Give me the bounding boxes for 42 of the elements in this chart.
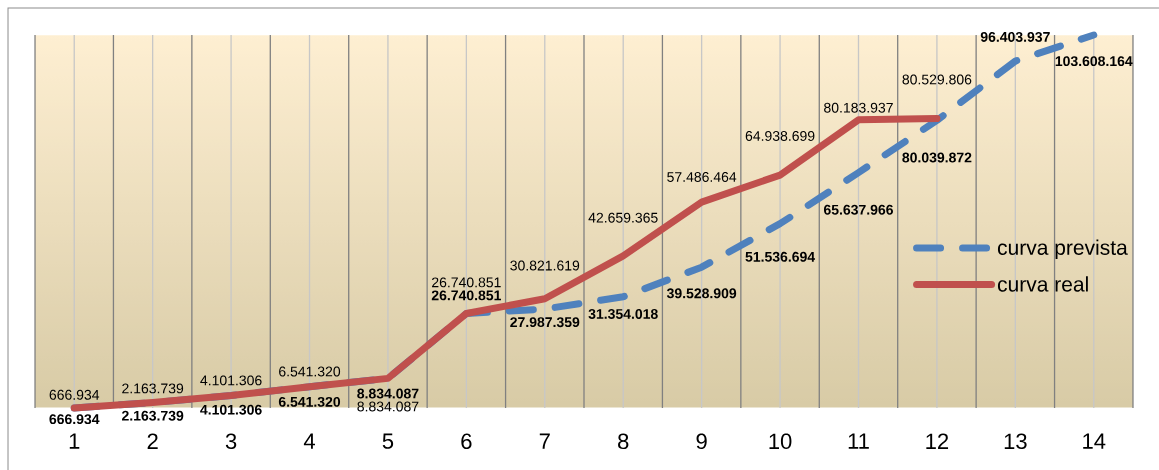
data-label: 103.608.164 [1055,56,1133,67]
x-tick-label: 4 [303,433,315,449]
data-label: 6.541.320 [279,366,341,377]
data-label: 666.934 [49,389,100,400]
data-label: 96.403.937 [980,31,1050,42]
x-tick-label: 9 [696,433,707,450]
x-tick-label: 6 [461,433,472,450]
data-label: 4.101.306 [200,375,262,386]
data-label: 27.987.359 [510,317,580,328]
data-label: 80.183.937 [824,102,893,113]
data-label: 42.659.365 [588,212,658,223]
data-label: 80.039.872 [902,152,972,163]
data-label: 30.821.619 [510,260,580,271]
data-label: 80.529.806 [902,74,972,85]
x-tick-label: 13 [1004,433,1027,450]
data-label: 51.536.694 [745,251,816,262]
x-tick-label: 5 [382,433,394,449]
x-tick-label: 14 [1083,433,1106,449]
x-tick-label: 12 [926,433,949,449]
data-label: 4.101.306 [200,404,262,415]
data-label: 57.486.464 [667,171,737,182]
data-label: 2.163.739 [122,410,184,421]
legend-label: curva real [997,276,1088,292]
data-label: 666.934 [49,414,100,425]
data-label: 8.834.087 [357,401,419,412]
x-tick-label: 10 [769,433,792,450]
data-label: 39.528.909 [666,288,737,299]
legend-label: curva prevista [997,239,1128,260]
data-label: 6.541.320 [278,396,341,407]
data-label: 26.740.851 [432,277,501,288]
x-tick-label: 7 [539,433,550,449]
data-label: 65.637.966 [823,204,893,215]
x-tick-label: 8 [618,433,629,450]
x-tick-label: 2 [147,433,158,449]
x-tick-label: 11 [848,433,869,449]
data-label: 2.163.739 [122,383,184,394]
data-label: 8.834.087 [357,388,419,399]
data-label: 31.354.018 [588,308,658,319]
data-label: 26.740.851 [431,290,501,301]
data-label: 64.938.699 [745,130,815,141]
x-tick-label: 3 [225,433,237,450]
x-tick-label: 1 [69,433,80,449]
